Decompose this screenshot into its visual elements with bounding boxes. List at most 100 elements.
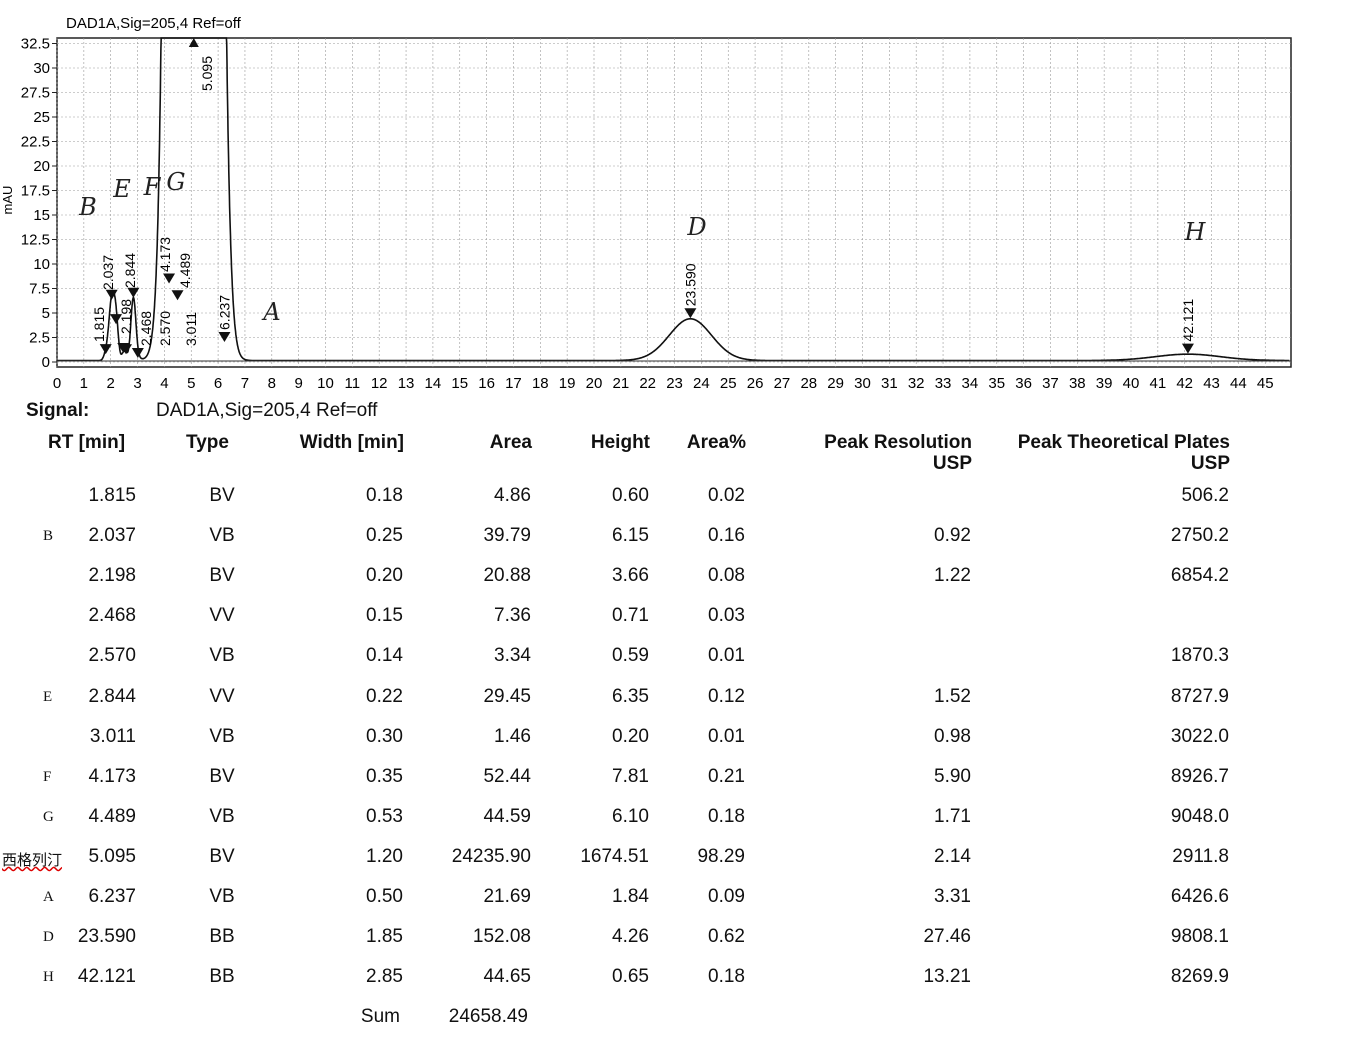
peak-tag: B xyxy=(43,528,54,545)
cell-area-pct: 0.12 xyxy=(708,685,745,707)
chromatogram-trace xyxy=(57,37,1290,362)
y-tick-label: 17.5 xyxy=(21,183,50,200)
x-tick-label: 45 xyxy=(1257,375,1274,392)
x-tick-label: 37 xyxy=(1042,375,1059,392)
cell-height: 4.26 xyxy=(612,926,649,948)
plot-frame xyxy=(56,37,1292,368)
peak-marker xyxy=(127,287,140,298)
cell-resolution: 1.71 xyxy=(934,805,971,827)
cell-type: VB xyxy=(209,725,235,747)
peak-label: 42.121 xyxy=(1180,299,1196,342)
cell-width: 1.85 xyxy=(366,926,403,948)
y-tick-label: 10 xyxy=(33,256,50,273)
cell-rt: 42.121 xyxy=(77,966,136,988)
cell-rt: 2.037 xyxy=(88,525,136,547)
x-tick-label: 35 xyxy=(988,375,1005,392)
cell-area: 3.34 xyxy=(494,645,531,667)
peak-tag: E xyxy=(43,688,53,705)
x-tick-label: 34 xyxy=(962,375,979,392)
peak-label: 6.237 xyxy=(216,295,232,330)
cell-plates: 2911.8 xyxy=(1172,845,1229,867)
cell-height: 0.59 xyxy=(612,645,649,667)
x-tick-label: 27 xyxy=(774,375,791,392)
cell-width: 0.53 xyxy=(366,805,403,827)
cell-type: VB xyxy=(209,805,235,827)
y-tick-label: 22.5 xyxy=(21,134,50,151)
cell-plates: 8269.9 xyxy=(1170,966,1229,988)
header-plates-usp: USP xyxy=(1190,453,1230,474)
x-tick-label: 23 xyxy=(666,375,683,392)
cell-area: 29.45 xyxy=(483,685,531,707)
chart-title: DAD1A,Sig=205,4 Ref=off xyxy=(66,15,242,32)
cell-area-pct: 0.08 xyxy=(708,565,745,587)
cell-resolution: 3.31 xyxy=(934,886,971,907)
header-type: Type xyxy=(186,432,229,453)
x-tick-label: 39 xyxy=(1096,375,1113,392)
cell-rt: 2.198 xyxy=(88,565,136,587)
x-tick-label: 40 xyxy=(1123,375,1140,392)
peak-marker xyxy=(120,344,133,355)
cell-area-pct: 0.02 xyxy=(708,485,745,506)
cell-rt: 2.844 xyxy=(88,685,136,707)
cell-rt: 3.011 xyxy=(89,725,136,747)
cell-resolution: 5.90 xyxy=(934,765,971,787)
cell-plates: 1870.3 xyxy=(1170,645,1229,667)
peak-marker xyxy=(218,331,231,342)
y-tick-label: 7.5 xyxy=(29,281,50,298)
cell-height: 1674.51 xyxy=(580,845,649,867)
x-tick-label: 28 xyxy=(800,375,817,392)
handwritten-annotation: H xyxy=(1184,218,1207,246)
peak-tag: H xyxy=(43,969,54,986)
y-tick-label: 20 xyxy=(33,158,50,175)
peak-marker xyxy=(1181,343,1194,354)
cell-height: 1.84 xyxy=(612,886,649,907)
cell-width: 0.14 xyxy=(366,645,403,667)
cell-area-pct: 0.62 xyxy=(708,926,745,948)
x-tick-label: 12 xyxy=(371,375,388,392)
x-tick-label: 16 xyxy=(478,375,495,392)
x-tick-label: 41 xyxy=(1150,375,1167,392)
handwritten-annotation: B xyxy=(78,193,97,221)
cell-plates: 9808.1 xyxy=(1170,926,1229,948)
x-tick-label: 1 xyxy=(80,375,88,392)
x-tick-label: 42 xyxy=(1176,375,1193,392)
peak-label: 4.173 xyxy=(157,237,173,272)
peak-tag: A xyxy=(43,889,54,905)
cell-type: BV xyxy=(209,765,235,787)
x-tick-label: 3 xyxy=(133,375,141,392)
peak-label: 3.011 xyxy=(183,312,199,346)
x-tick-label: 36 xyxy=(1015,375,1032,392)
x-tick-label: 25 xyxy=(720,375,737,392)
cell-area: 44.59 xyxy=(483,805,531,827)
cell-area: 52.44 xyxy=(483,765,531,787)
handwritten-annotation: G xyxy=(166,168,185,196)
x-tick-label: 4 xyxy=(160,375,168,392)
cell-area: 1.46 xyxy=(494,725,531,747)
cell-width: 0.30 xyxy=(366,725,403,747)
cell-height: 0.20 xyxy=(612,725,649,747)
peak-label: 2.198 xyxy=(118,299,134,334)
cell-rt: 5.095 xyxy=(88,845,136,867)
cell-area: 44.65 xyxy=(483,966,531,988)
cell-height: 6.35 xyxy=(612,685,649,707)
cell-type: BV xyxy=(209,485,235,506)
cell-rt: 1.815 xyxy=(88,485,136,506)
cell-area-pct: 0.21 xyxy=(708,765,745,787)
cell-area: 20.88 xyxy=(483,565,531,587)
cell-height: 6.10 xyxy=(612,805,649,827)
cell-resolution: 27.46 xyxy=(923,926,971,948)
x-tick-label: 38 xyxy=(1069,375,1086,392)
cell-plates: 6854.2 xyxy=(1170,565,1229,587)
cell-area-pct: 0.01 xyxy=(708,645,745,667)
header-height: Height xyxy=(590,432,650,453)
y-axis-label: mAU xyxy=(0,186,15,215)
cell-area-pct: 0.03 xyxy=(708,605,745,627)
peak-label: 2.468 xyxy=(138,311,154,346)
x-tick-label: 11 xyxy=(345,375,361,392)
header-area-pct: Area% xyxy=(686,432,746,453)
cell-rt: 6.237 xyxy=(88,886,136,907)
cell-area: 21.69 xyxy=(483,886,531,907)
cell-resolution: 0.98 xyxy=(934,725,971,747)
cell-plates: 8926.7 xyxy=(1170,765,1229,787)
peak-label: 2.037 xyxy=(100,255,116,290)
